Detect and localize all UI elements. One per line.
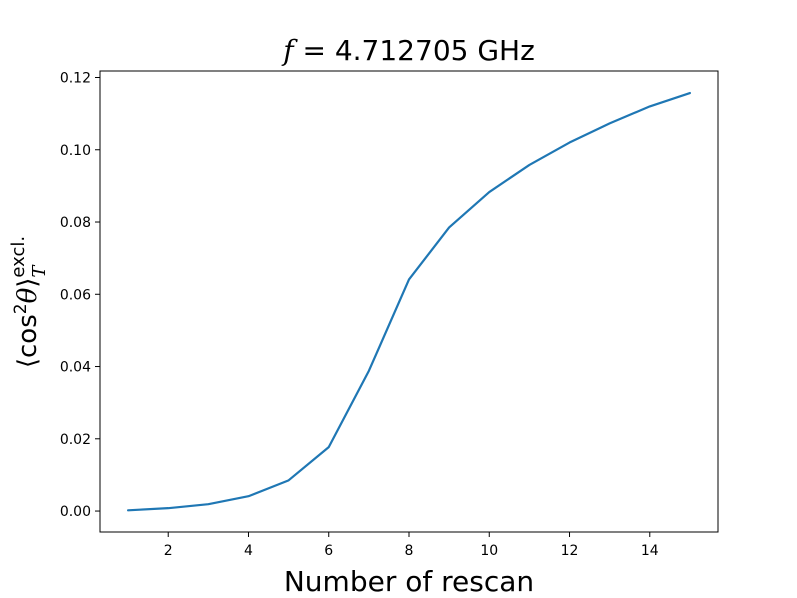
- y-tick-label: 0.04: [60, 360, 91, 376]
- y-tick-label: 0.00: [60, 504, 91, 520]
- chart-title: f = 4.712705 GHz: [281, 34, 535, 67]
- y-tick-label: 0.10: [60, 143, 91, 159]
- x-tick-label: 12: [561, 543, 579, 559]
- ylabel-close: ⟩: [13, 278, 43, 288]
- y-axis-ticks: 0.00 0.02 0.04 0.06 0.08 0.10 0.12: [60, 71, 100, 520]
- x-axis-ticks: 2 4 6 8 10 12 14: [164, 532, 659, 559]
- ylabel-theta: θ: [13, 287, 43, 303]
- y-tick-label: 0.06: [60, 287, 91, 303]
- x-tick-label: 14: [641, 543, 659, 559]
- x-tick-label: 4: [244, 543, 253, 559]
- ylabel-subscript: T: [29, 264, 50, 278]
- x-tick-label: 10: [480, 543, 498, 559]
- y-tick-label: 0.02: [60, 432, 91, 448]
- series-line: [126, 91, 692, 512]
- y-tick-label: 0.12: [60, 71, 91, 87]
- y-axis-label: ⟨cos2θ⟩Texcl.: [8, 236, 50, 368]
- x-axis-label: Number of rescan: [284, 565, 534, 598]
- plot-area-frame: [99, 70, 719, 533]
- x-tick-label: 6: [324, 543, 333, 559]
- y-tick-label: 0.08: [60, 215, 91, 231]
- ylabel-open: ⟨cos: [13, 314, 43, 368]
- ylabel-power: 2: [11, 303, 31, 314]
- x-tick-label: 2: [164, 543, 173, 559]
- title-text: = 4.712705 GHz: [294, 34, 535, 67]
- ylabel-superscript: excl.: [8, 236, 29, 278]
- x-tick-label: 8: [405, 543, 414, 559]
